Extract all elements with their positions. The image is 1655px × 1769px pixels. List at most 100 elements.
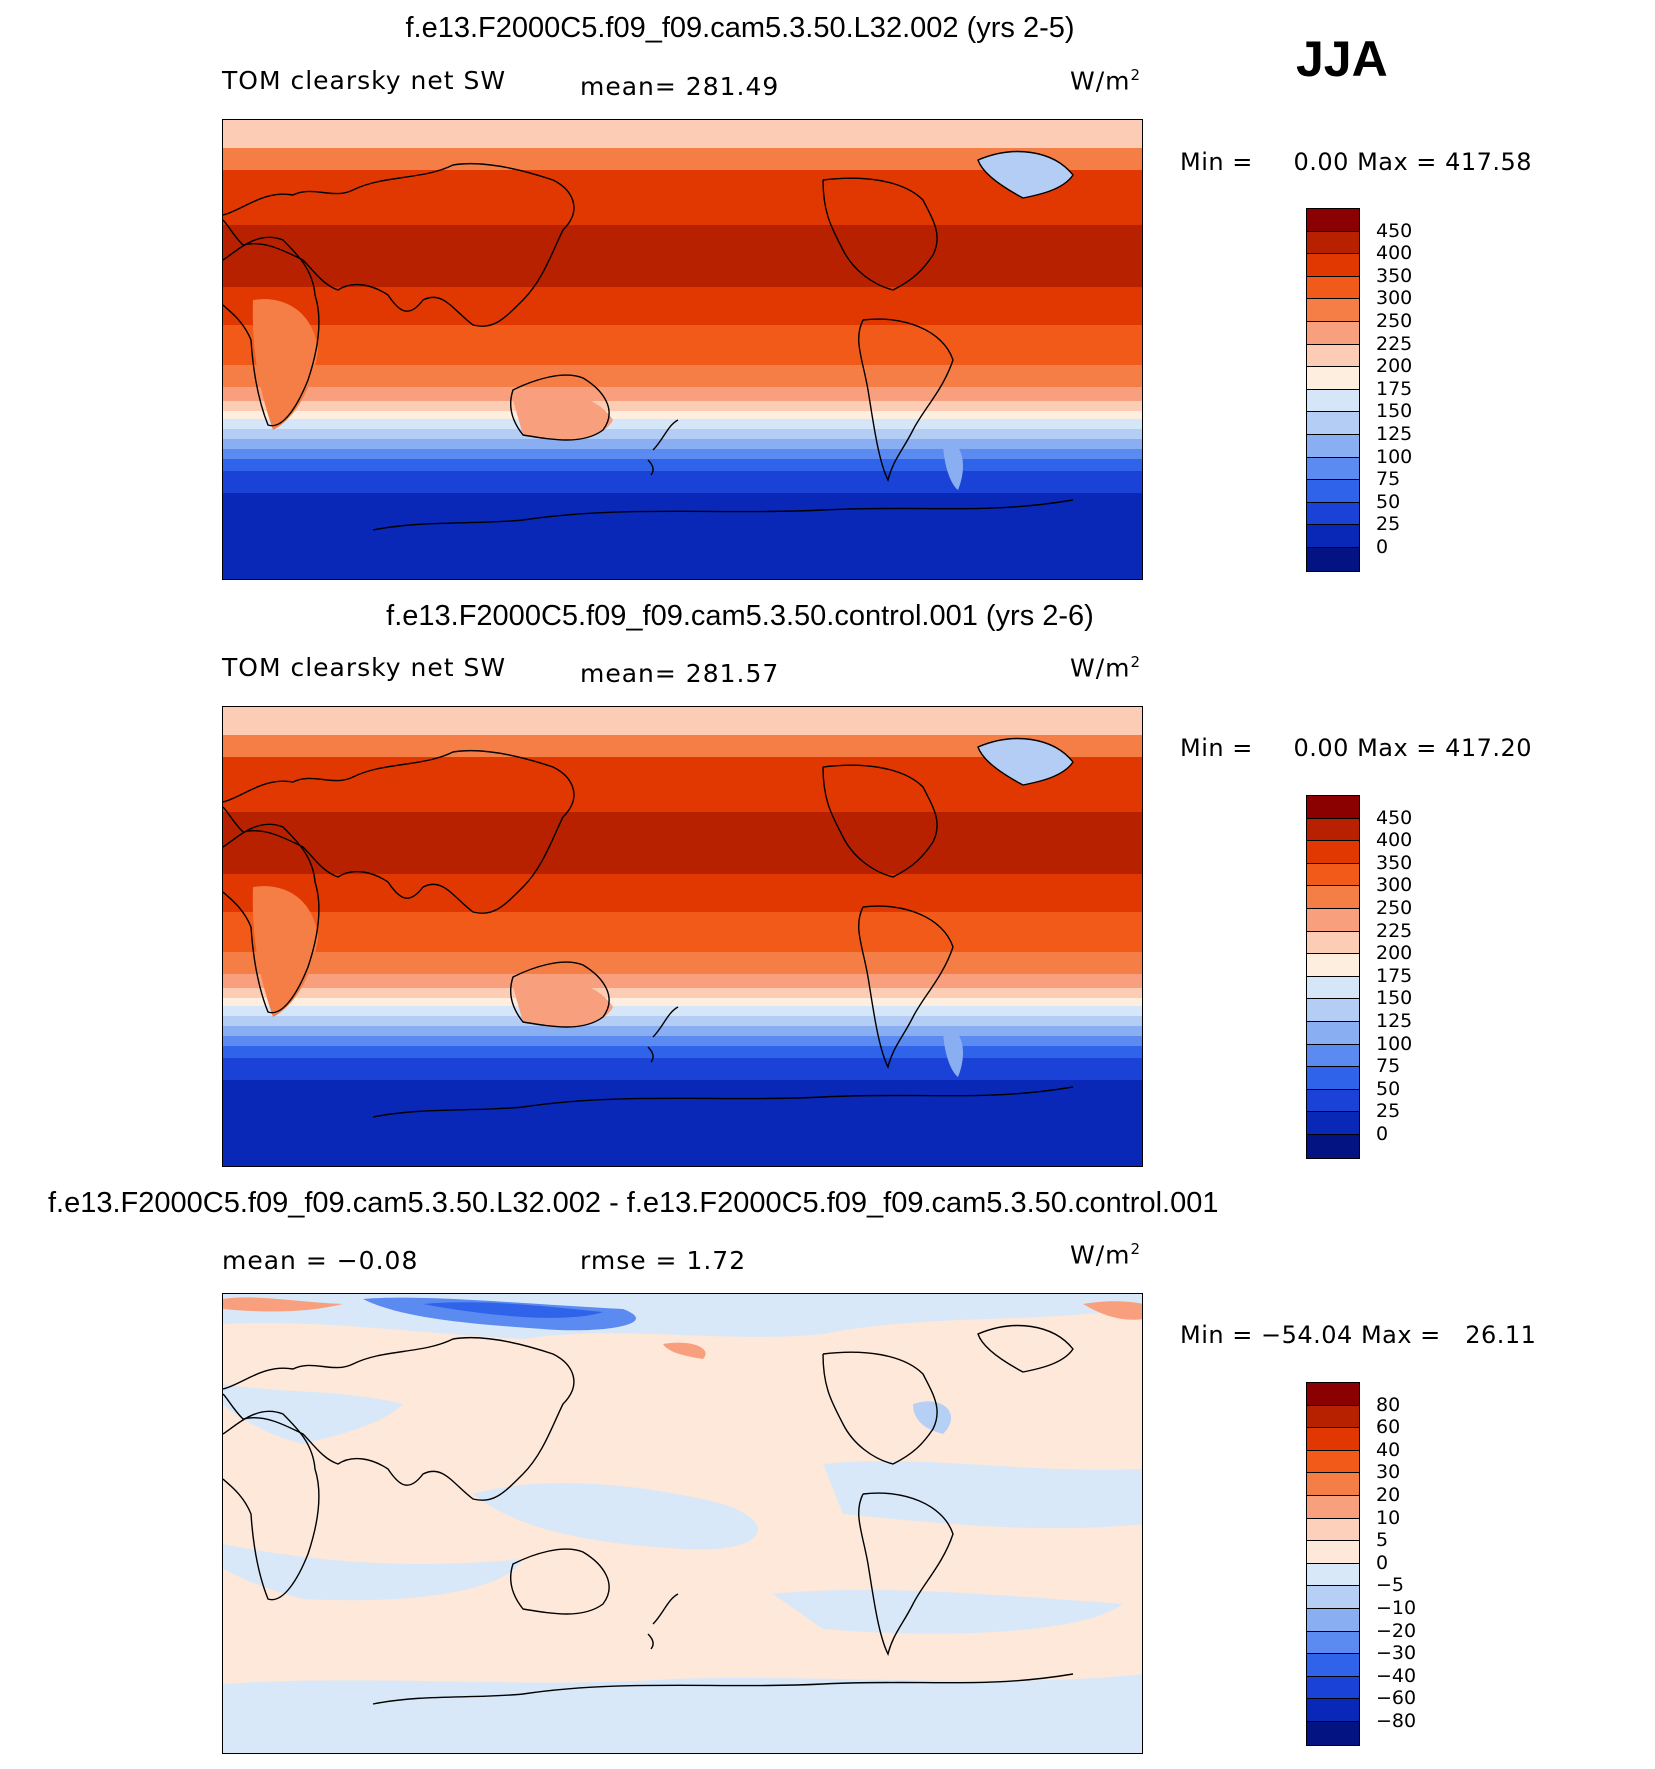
panel-2-mean-label: mean= 281.57 xyxy=(580,659,780,688)
colorbar-tick-label: 400 xyxy=(1376,829,1413,852)
colorbar-tick-label: 225 xyxy=(1376,332,1413,355)
colorbar-swatch xyxy=(1307,502,1359,526)
colorbar-swatch xyxy=(1307,344,1359,368)
colorbar-swatch xyxy=(1307,547,1359,571)
colorbar-swatch xyxy=(1307,1654,1359,1677)
panel-2-minmax: Min = 0.00 Max = 417.20 xyxy=(1180,734,1533,762)
colorbar-tick-label: 25 xyxy=(1376,1100,1401,1123)
colorbar-tick-label: −80 xyxy=(1376,1710,1417,1732)
colorbar-swatch xyxy=(1307,1631,1359,1655)
colorbar-tick-label: 5 xyxy=(1376,1529,1389,1552)
colorbar-swatch xyxy=(1307,1563,1359,1587)
colorbar-tick-label: 50 xyxy=(1376,490,1401,513)
colorbar-tick-label: 350 xyxy=(1376,851,1413,874)
colorbar-swatch xyxy=(1307,480,1359,503)
colorbar-swatch xyxy=(1307,841,1359,864)
colorbar-tick-label: 200 xyxy=(1376,942,1413,965)
colorbar-swatch xyxy=(1307,1044,1359,1068)
panel-3-units: W/m2 xyxy=(1070,1240,1142,1270)
colorbar-tick-label: 60 xyxy=(1376,1416,1401,1439)
colorbar-swatch xyxy=(1307,863,1359,887)
colorbar-tick-label: 75 xyxy=(1376,468,1401,491)
colorbar-tick-label: 125 xyxy=(1376,1010,1413,1032)
colorbar-tick-label: 150 xyxy=(1376,987,1413,1010)
panel-1-map-canvas xyxy=(223,120,1142,579)
panel-3-mean-label: mean = −0.08 xyxy=(222,1246,419,1275)
panel-2-map-canvas xyxy=(223,707,1142,1166)
colorbar-swatch xyxy=(1307,457,1359,481)
colorbar-tick-label: 100 xyxy=(1376,445,1413,468)
colorbar-swatch xyxy=(1307,525,1359,548)
colorbar-tick-label: 175 xyxy=(1376,964,1413,987)
colorbar-tick-label: 0 xyxy=(1376,536,1389,558)
colorbar-tick-label: 300 xyxy=(1376,874,1413,897)
panel-3-map-canvas xyxy=(223,1294,1142,1753)
panel-3-map xyxy=(222,1293,1143,1754)
colorbar-tick-label: −5 xyxy=(1376,1574,1405,1597)
colorbar-swatch xyxy=(1307,886,1359,909)
colorbar-tick-label: −40 xyxy=(1376,1664,1417,1687)
panel-1-colorbar xyxy=(1306,208,1360,572)
colorbar-swatch xyxy=(1307,231,1359,255)
colorbar-swatch xyxy=(1307,908,1359,932)
panel-2-units: W/m2 xyxy=(1070,653,1142,683)
colorbar-swatch xyxy=(1307,1405,1359,1429)
panel-1-units: W/m2 xyxy=(1070,66,1142,96)
colorbar-swatch xyxy=(1307,299,1359,322)
colorbar-tick-label: −60 xyxy=(1376,1687,1417,1710)
colorbar-swatch xyxy=(1307,1721,1359,1745)
colorbar-tick-label: 100 xyxy=(1376,1032,1413,1055)
colorbar-tick-label: 175 xyxy=(1376,377,1413,400)
colorbar-swatch xyxy=(1307,1089,1359,1113)
colorbar-swatch xyxy=(1307,367,1359,390)
panel-3-title: f.e13.F2000C5.f09_f09.cam5.3.50.L32.002 … xyxy=(48,1187,1219,1219)
season-label: JJA xyxy=(1296,31,1388,87)
colorbar-tick-label: 450 xyxy=(1376,806,1413,829)
colorbar-swatch xyxy=(1307,1134,1359,1158)
colorbar-swatch xyxy=(1307,1495,1359,1519)
colorbar-swatch xyxy=(1307,954,1359,977)
colorbar-tick-label: 0 xyxy=(1376,1551,1389,1574)
colorbar-tick-label: 400 xyxy=(1376,242,1413,265)
colorbar-swatch xyxy=(1307,434,1359,458)
colorbar-tick-label: 0 xyxy=(1376,1123,1389,1145)
colorbar-tick-label: 80 xyxy=(1376,1393,1401,1416)
colorbar-tick-label: 25 xyxy=(1376,513,1401,536)
colorbar-swatch xyxy=(1307,1021,1359,1045)
panel-3-colorbar xyxy=(1306,1382,1360,1746)
colorbar-tick-label: −10 xyxy=(1376,1597,1417,1619)
colorbar-tick-label: 150 xyxy=(1376,400,1413,423)
colorbar-swatch xyxy=(1307,276,1359,300)
colorbar-swatch xyxy=(1307,818,1359,842)
colorbar-swatch xyxy=(1307,1676,1359,1700)
colorbar-swatch xyxy=(1307,1699,1359,1722)
colorbar-tick-label: 125 xyxy=(1376,423,1413,445)
colorbar-swatch xyxy=(1307,931,1359,955)
panel-2-colorbar xyxy=(1306,795,1360,1159)
colorbar-swatch xyxy=(1307,1112,1359,1135)
colorbar-swatch xyxy=(1307,412,1359,435)
colorbar-tick-label: 10 xyxy=(1376,1506,1401,1529)
colorbar-swatch xyxy=(1307,254,1359,277)
colorbar-tick-label: 225 xyxy=(1376,919,1413,942)
panel-3-minmax: Min = −54.04 Max = 26.11 xyxy=(1180,1321,1537,1349)
panel-1-variable-label: TOM clearsky net SW xyxy=(222,66,507,95)
colorbar-tick-label: 40 xyxy=(1376,1438,1401,1461)
panel-1-mean-label: mean= 281.49 xyxy=(580,72,780,101)
colorbar-tick-label: 20 xyxy=(1376,1484,1401,1506)
colorbar-swatch xyxy=(1307,999,1359,1022)
colorbar-tick-label: 250 xyxy=(1376,310,1413,332)
colorbar-swatch xyxy=(1307,1450,1359,1474)
colorbar-swatch xyxy=(1307,389,1359,413)
colorbar-swatch xyxy=(1307,1067,1359,1090)
colorbar-swatch xyxy=(1307,1473,1359,1496)
colorbar-tick-label: 75 xyxy=(1376,1055,1401,1078)
panel-1-map xyxy=(222,119,1143,580)
colorbar-swatch xyxy=(1307,209,1359,232)
colorbar-swatch xyxy=(1307,1428,1359,1451)
colorbar-tick-label: 50 xyxy=(1376,1077,1401,1100)
panel-2-variable-label: TOM clearsky net SW xyxy=(222,653,507,682)
panel-3-rmse-label: rmse = 1.72 xyxy=(580,1246,747,1275)
colorbar-swatch xyxy=(1307,1586,1359,1609)
colorbar-tick-label: 200 xyxy=(1376,355,1413,378)
